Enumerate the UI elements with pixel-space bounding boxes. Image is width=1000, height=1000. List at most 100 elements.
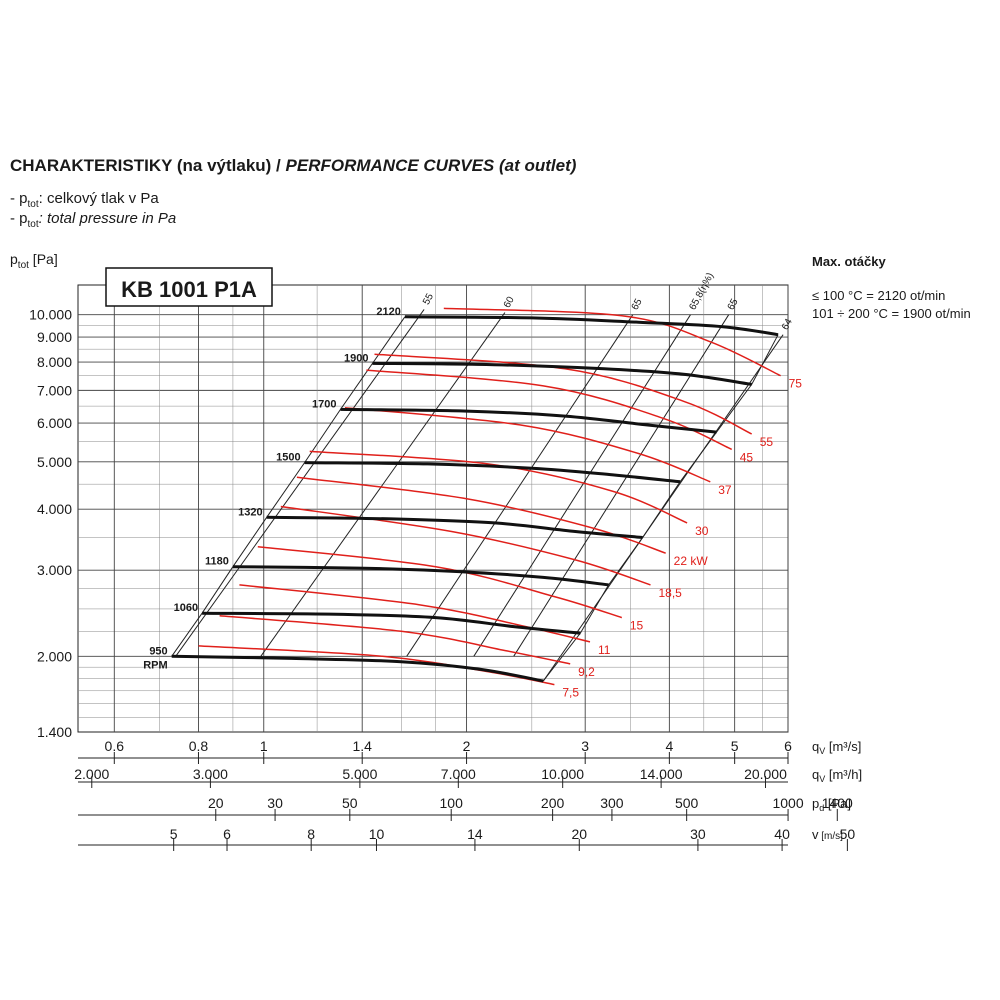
rpm-suffix-label: RPM — [143, 659, 167, 671]
envelope-right-boundary — [542, 334, 779, 682]
qv-s-axis-tick-label: 3 — [581, 738, 589, 754]
y-tick-label: 10.000 — [29, 307, 72, 323]
pd-axis-tick-label: 1400 — [822, 795, 853, 811]
power-curve — [280, 505, 651, 586]
qv-h-axis-label: qV [m³/h] — [812, 767, 862, 784]
speed-curve — [372, 361, 752, 386]
y-tick-label: 6.000 — [37, 415, 72, 431]
efficiency-label: 55 — [421, 291, 436, 306]
v-axis-tick-label: 30 — [690, 826, 706, 842]
power-label: 75 — [789, 377, 803, 391]
qv-s-axis-tick-label: 1.4 — [352, 738, 372, 754]
chart-title: CHARAKTERISTIKY (na výtlaku) / PERFORMAN… — [10, 156, 576, 176]
power-curve — [374, 353, 753, 435]
pd-axis-tick-label: 30 — [267, 795, 283, 811]
max-speed-line-2: 101 ÷ 200 °C = 1900 ot/min — [812, 306, 971, 321]
speed-curve — [266, 515, 643, 539]
pd-axis-tick-label: 20 — [208, 795, 224, 811]
envelope-left-boundary — [171, 316, 406, 657]
power-label: 45 — [740, 450, 754, 464]
power-label: 7,5 — [562, 686, 579, 700]
speed-label: 1060 — [174, 602, 198, 614]
qv-s-axis-tick-label: 4 — [665, 738, 673, 754]
power-curve — [219, 615, 571, 665]
qv-s-axis-tick-label: 0.6 — [105, 738, 125, 754]
qv-s-axis-label: qV [m³/s] — [812, 739, 861, 756]
qv-s-axis-tick-label: 6 — [784, 738, 792, 754]
note-pressure-en: - ptot: total pressure in Pa — [10, 210, 177, 230]
speed-curve — [232, 565, 609, 587]
power-curve — [309, 450, 688, 524]
speed-curve — [404, 315, 779, 337]
speed-label: 1180 — [205, 556, 229, 568]
power-curve — [443, 307, 781, 377]
y-tick-label: 9.000 — [37, 329, 72, 345]
y-tick-label: 2.000 — [37, 648, 72, 664]
power-curve — [296, 476, 666, 554]
max-speed-title: Max. otáčky — [812, 254, 886, 269]
efficiency-line — [513, 314, 730, 657]
qv-s-axis-tick-label: 5 — [731, 738, 739, 754]
model-label: KB 1001 P1A — [121, 277, 257, 302]
qv-s-axis-tick-label: 0.8 — [189, 738, 209, 754]
y-tick-label: 7.000 — [37, 382, 72, 398]
speed-curve — [202, 611, 581, 635]
power-label: 15 — [630, 619, 644, 633]
v-axis-tick-label: 10 — [369, 826, 385, 842]
power-label: 22 kW — [674, 554, 709, 568]
speed-label: 1900 — [344, 352, 368, 364]
speed-curve — [340, 407, 717, 434]
speed-label: 950 — [149, 645, 167, 657]
speed-curve — [171, 654, 544, 683]
power-curve — [257, 546, 623, 619]
qv-h-axis-tick-label: 7.000 — [441, 766, 476, 782]
pd-axis-tick-label: 200 — [541, 795, 565, 811]
speed-curve — [304, 461, 681, 484]
y-tick-label: 4.000 — [37, 501, 72, 517]
y-tick-label: 3.000 — [37, 562, 72, 578]
power-label: 30 — [695, 524, 709, 538]
model-box — [105, 267, 273, 307]
v-axis-tick-label: 5 — [170, 826, 178, 842]
speed-label: 2120 — [376, 306, 400, 318]
v-axis-tick-label: 50 — [840, 826, 856, 842]
speed-label: 1320 — [238, 506, 262, 518]
efficiency-label: 60 — [502, 295, 517, 310]
efficiency-label: 64 — [780, 317, 795, 332]
v-axis-tick-label: 8 — [307, 826, 315, 842]
power-label: 55 — [760, 435, 774, 449]
v-axis-tick-label: 20 — [571, 826, 587, 842]
qv-h-axis-tick-label: 10.000 — [541, 766, 584, 782]
qv-h-axis-tick-label: 5.000 — [342, 766, 377, 782]
pd-axis-tick-label: 300 — [600, 795, 624, 811]
v-axis-label: v [m/s] — [812, 827, 843, 842]
v-axis-tick-label: 6 — [223, 826, 231, 842]
note-pressure-cz: - ptot: celkový tlak v Pa — [10, 190, 159, 210]
title-en: PERFORMANCE CURVES (at outlet) — [285, 156, 577, 175]
max-speed-line-1: ≤ 100 °C = 2120 ot/min — [812, 288, 946, 303]
power-label: 37 — [718, 483, 732, 497]
pd-axis-tick-label: 500 — [675, 795, 699, 811]
efficiency-label: 65 — [630, 297, 645, 312]
v-axis-tick-label: 14 — [467, 826, 483, 842]
efficiency-line — [260, 312, 506, 657]
y-tick-label: 8.000 — [37, 354, 72, 370]
efficiency-label: 65 — [726, 297, 741, 312]
pd-axis-tick-label: 50 — [342, 795, 358, 811]
speed-label: 1500 — [276, 452, 300, 464]
y-axis-label: ptot [Pa] — [10, 251, 58, 271]
qv-h-axis-tick-label: 3.000 — [193, 766, 228, 782]
qv-s-axis-tick-label: 2 — [463, 738, 471, 754]
efficiency-line — [406, 314, 634, 657]
y-tick-label: 1.400 — [37, 724, 72, 740]
y-tick-label: 5.000 — [37, 454, 72, 470]
pd-axis-label: pd [Pa] — [812, 796, 851, 813]
power-curve — [344, 406, 711, 483]
pd-axis-tick-label: 1000 — [772, 795, 803, 811]
efficiency-line — [542, 334, 784, 682]
qv-h-axis-tick-label: 2.000 — [74, 766, 109, 782]
title-cz: CHARAKTERISTIKY (na výtlaku) / — [10, 156, 281, 175]
efficiency-line — [175, 309, 425, 657]
efficiency-label: 65,8(η%) — [687, 271, 716, 312]
